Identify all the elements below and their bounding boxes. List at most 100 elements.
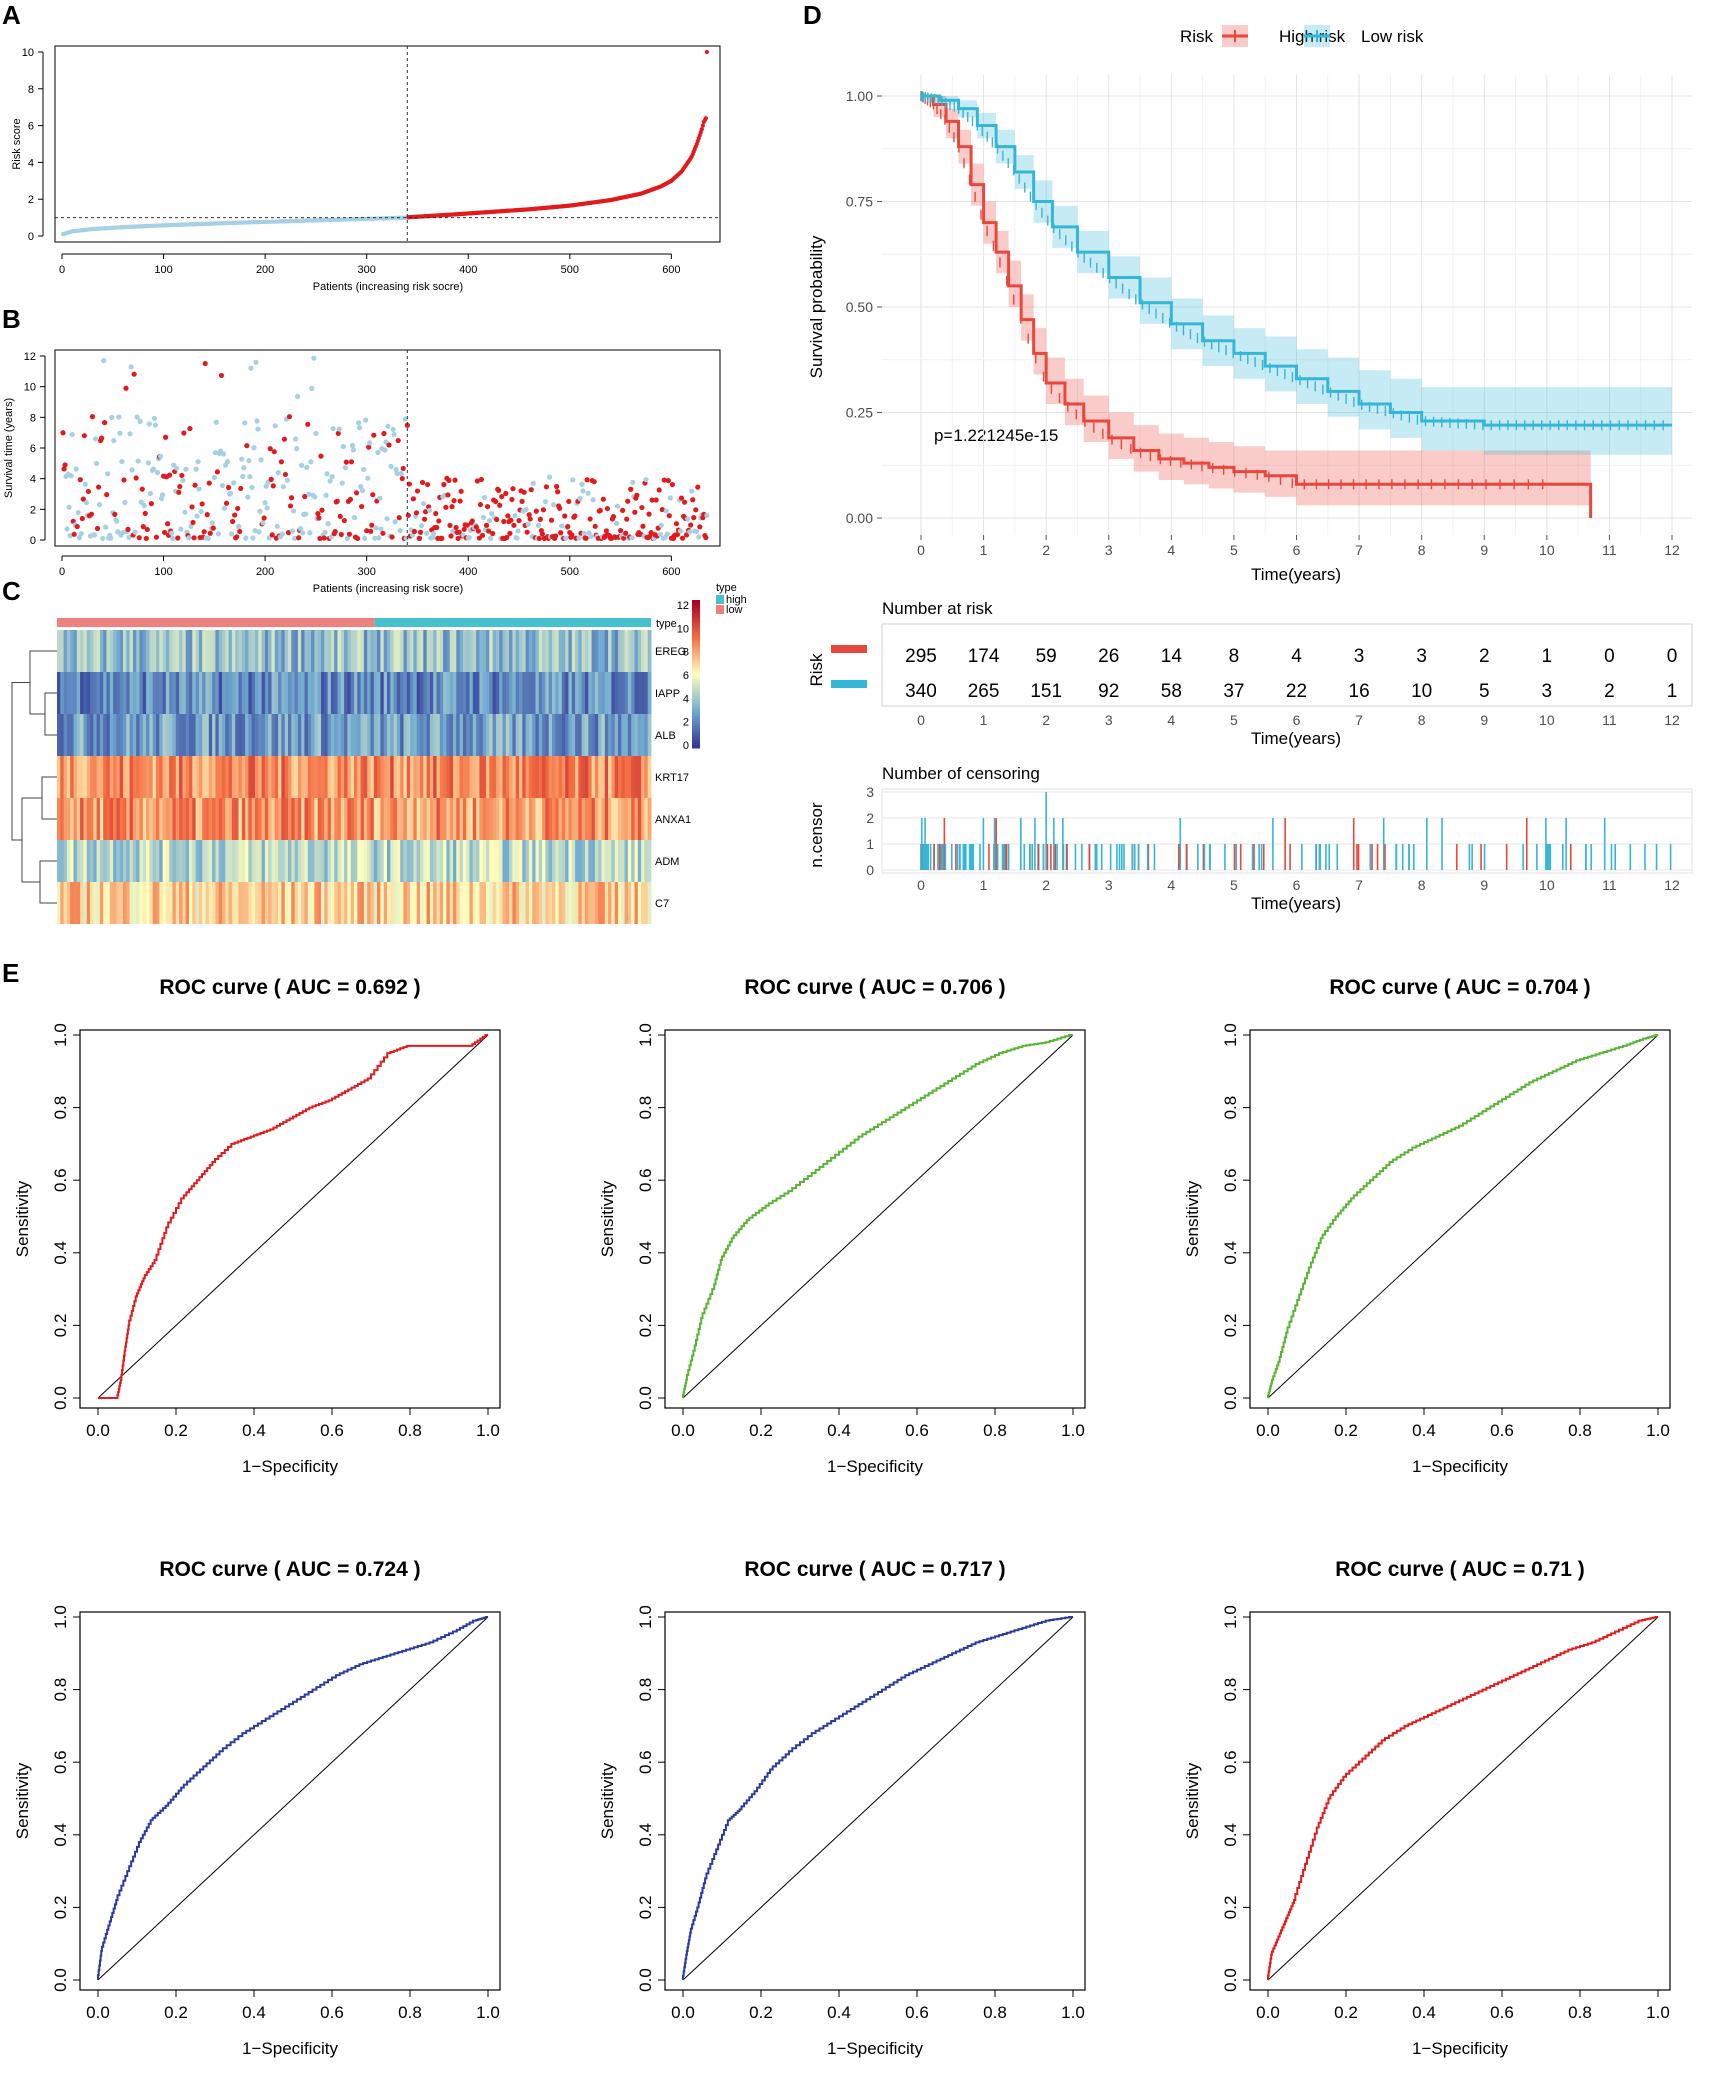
risk-table-value: 16 (1349, 681, 1370, 702)
survival-time-point-dead (583, 535, 589, 541)
heatmap-cell (495, 840, 500, 882)
risk-table-value: 4 (1291, 646, 1302, 667)
km-legend-title: Risk (1180, 27, 1214, 46)
heatmap-cell (373, 756, 378, 798)
heatmap-cell (248, 840, 253, 882)
heatmap-cell (235, 840, 239, 882)
roc-xtick-label: 0.8 (983, 2003, 1007, 2022)
panel-letter-e: E (2, 958, 19, 988)
heatmap-cell (476, 840, 480, 882)
heatmap-cell (139, 840, 144, 882)
heatmap-cell (367, 798, 371, 840)
heatmap-cell (129, 798, 134, 840)
heatmap-cell (218, 882, 223, 924)
heatmap-cell (449, 630, 454, 672)
survival-time-point-alive (157, 453, 164, 459)
heatmap-cell (456, 714, 460, 756)
heatmap-cell (179, 672, 183, 714)
heatmap-cell (344, 882, 348, 924)
heatmap-cell (449, 672, 454, 714)
heatmap-cell (278, 882, 282, 924)
heatmap-cell (532, 882, 536, 924)
survival-time-point-alive (146, 421, 152, 427)
heatmap-cell (195, 714, 200, 756)
heatmap-cell (552, 882, 556, 924)
heatmap-cell (231, 672, 236, 714)
survival-time-point-dead (693, 507, 699, 513)
survival-time-point-dead (497, 502, 503, 508)
heatmap-cell (644, 672, 649, 714)
heatmap-cell (429, 672, 434, 714)
survival-time-point-alive (251, 445, 257, 451)
survival-time-xtick-label: 600 (662, 566, 680, 578)
heatmap-cell (568, 840, 573, 882)
heatmap-cell (218, 756, 223, 798)
heatmap-cell (301, 756, 305, 798)
survival-time-point-alive (263, 483, 269, 489)
heatmap-cell (146, 672, 150, 714)
risk-table-value: 3 (1542, 681, 1553, 702)
survival-time-point-dead (187, 425, 193, 432)
heatmap-cell (314, 630, 319, 672)
heatmap-cell (307, 798, 312, 840)
heatmap-cell (212, 672, 216, 714)
heatmap-cell (495, 756, 500, 798)
roc-xtick-label: 0.6 (1490, 1421, 1514, 1440)
heatmap-cell (413, 882, 418, 924)
survival-time-point-dead (673, 521, 680, 527)
heatmap-cell (370, 882, 375, 924)
heatmap-cell (571, 840, 576, 882)
heatmap-cell (76, 840, 81, 882)
heatmap-cell (433, 714, 437, 756)
heatmap-cell (268, 840, 272, 882)
survival-time-point-dead (380, 530, 386, 536)
heatmap-cell (93, 756, 97, 798)
heatmap-legend-swatch (692, 617, 700, 621)
heatmap-cell (598, 630, 602, 672)
survival-time-point-dead (167, 472, 173, 478)
heatmap-cell (486, 756, 490, 798)
heatmap-cell (297, 882, 302, 924)
heatmap-legend-swatch (692, 671, 700, 675)
heatmap-cell (311, 672, 315, 714)
heatmap-cell (588, 840, 592, 882)
heatmap-gene-label: EREG (655, 646, 686, 658)
heatmap-gene-label: ADM (655, 856, 679, 868)
survival-time-point-dead (406, 481, 412, 487)
heatmap-cell (132, 756, 137, 798)
survival-time-point-dead (425, 481, 431, 488)
heatmap-cell (99, 672, 104, 714)
heatmap-cell (462, 672, 467, 714)
heatmap-cell (212, 714, 216, 756)
heatmap-cell (90, 714, 94, 756)
heatmap-cell (594, 630, 599, 672)
risk-table-value: 5 (1479, 681, 1490, 702)
heatmap-cell (119, 672, 124, 714)
heatmap-cell (165, 756, 170, 798)
heatmap-cell (420, 798, 424, 840)
survival-time-point-dead (526, 512, 532, 518)
heatmap-cell (489, 756, 493, 798)
censor-xtick-label: 3 (1105, 877, 1113, 893)
heatmap-cell (433, 630, 437, 672)
survival-time-point-alive (129, 467, 135, 473)
heatmap-legend-swatch (692, 637, 700, 640)
heatmap-cell (189, 756, 193, 798)
heatmap-cell (231, 630, 236, 672)
survival-time-point-alive (372, 535, 378, 541)
heatmap-cell (426, 714, 431, 756)
heatmap-cell (631, 882, 635, 924)
heatmap-cell (585, 630, 589, 672)
heatmap-cell (76, 756, 81, 798)
heatmap-cell (542, 630, 546, 672)
survival-time-point-dead (539, 531, 545, 537)
heatmap-cell (400, 882, 404, 924)
heatmap-cell (222, 798, 226, 840)
heatmap-cell (357, 840, 361, 882)
heatmap-cell (446, 756, 451, 798)
risk-table-value: 92 (1098, 681, 1119, 702)
heatmap-cell (116, 756, 121, 798)
survival-time-point-dead (446, 477, 452, 483)
heatmap-cell (261, 840, 266, 882)
heatmap-cell (528, 756, 533, 798)
